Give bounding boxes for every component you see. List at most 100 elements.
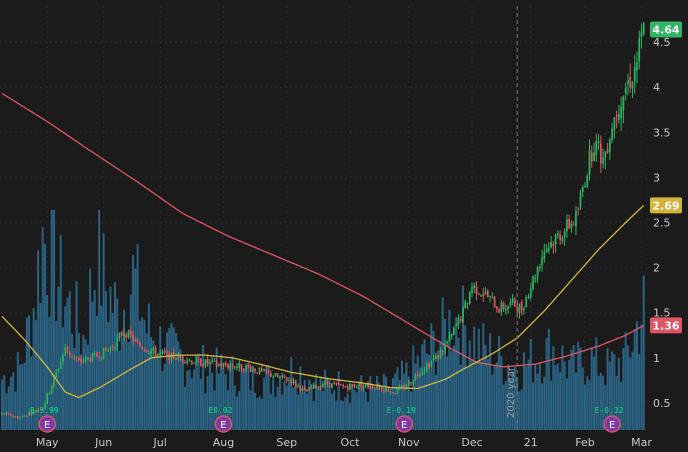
volume-bar — [441, 297, 444, 430]
volume-bar — [59, 234, 62, 430]
volume-bar — [242, 368, 245, 430]
volume-bar — [274, 396, 277, 430]
candle-body — [57, 368, 60, 372]
candle-body — [197, 358, 200, 360]
candle-body — [114, 347, 116, 349]
earnings-icon[interactable] — [214, 415, 233, 433]
volume-bar — [586, 376, 589, 430]
candle-body — [224, 362, 227, 366]
volume-bar — [638, 353, 641, 430]
candle-body — [439, 349, 442, 359]
candle-body — [96, 352, 98, 357]
candle-body — [636, 61, 638, 71]
volume-bar — [211, 373, 214, 430]
candle-body — [245, 364, 247, 372]
volume-bar — [401, 360, 403, 430]
candle-body — [209, 361, 211, 365]
candle-body — [157, 353, 159, 358]
candle-body — [624, 87, 627, 94]
volume-bar — [276, 386, 279, 430]
volume-bar — [373, 389, 376, 430]
volume-bar — [222, 368, 225, 430]
price-badge-slow — [650, 317, 682, 334]
candle-body — [39, 409, 42, 411]
candle-body — [177, 355, 180, 359]
candle-body — [254, 368, 256, 372]
volume-bar — [642, 275, 645, 430]
volume-bar — [37, 250, 40, 430]
candle-body — [577, 208, 580, 210]
volume-bar — [473, 326, 476, 430]
volume-bar — [299, 366, 302, 430]
candle-body — [401, 385, 403, 387]
volume-bar — [446, 356, 449, 430]
volume-bar — [617, 357, 620, 430]
volume-bar — [175, 333, 177, 430]
candle-body — [283, 375, 286, 378]
candle-body — [21, 415, 24, 418]
candle-body — [229, 365, 232, 369]
candle-body — [489, 295, 491, 297]
candle-body — [324, 381, 326, 385]
volume-bar — [482, 323, 485, 430]
volume-bar — [543, 376, 546, 430]
volume-bar — [575, 372, 577, 430]
candle-body — [466, 302, 469, 304]
volume-bar — [572, 345, 575, 430]
candle-body — [285, 377, 288, 381]
candle-body — [507, 305, 510, 310]
volume-bar — [346, 393, 349, 430]
volume-bar — [93, 289, 96, 430]
candle-body — [514, 299, 516, 307]
candle-body — [317, 386, 320, 388]
earnings-icon[interactable] — [395, 415, 413, 433]
volume-bar — [611, 351, 614, 430]
volume-bar — [466, 366, 469, 430]
volume-bar — [50, 210, 53, 430]
candle-body — [434, 355, 437, 359]
volume-bar — [156, 359, 159, 430]
volume-bar — [328, 380, 331, 430]
candle-body — [392, 392, 394, 394]
volume-bar — [615, 375, 618, 430]
volume-bar — [154, 355, 157, 430]
volume-bar — [538, 362, 541, 430]
volume-bar — [168, 328, 171, 430]
candle-body — [419, 374, 421, 376]
volume-bar — [163, 363, 166, 430]
candle-body — [220, 363, 223, 367]
candle-body — [595, 140, 598, 155]
candle-body — [297, 385, 299, 387]
candle-body — [256, 372, 259, 374]
volume-bar — [355, 392, 358, 430]
candle-body — [629, 76, 632, 88]
volume-bar — [297, 394, 299, 430]
candle-body — [195, 357, 198, 364]
candle-body — [319, 386, 322, 388]
volume-bar — [489, 333, 492, 430]
volume-bar — [68, 290, 71, 430]
candle-body — [102, 347, 105, 359]
candle-body — [290, 380, 293, 384]
volume-bar — [231, 356, 234, 430]
volume-bar — [335, 400, 338, 430]
candle-body — [48, 392, 51, 395]
earnings-icon[interactable] — [38, 415, 56, 433]
volume-bar — [303, 379, 306, 430]
x-tick-label: Aug — [213, 436, 234, 449]
earnings-icon[interactable] — [603, 415, 621, 433]
candle-body — [486, 290, 489, 298]
volume-bar — [188, 369, 191, 430]
volume-bar — [579, 347, 582, 430]
volume-bar — [206, 376, 209, 430]
candle-body — [590, 152, 593, 162]
candle-body — [30, 412, 33, 415]
volume-bar — [34, 320, 37, 430]
volume-bar — [254, 392, 257, 430]
candle-body — [188, 359, 191, 361]
volume-bar — [360, 375, 363, 430]
volume-bar — [563, 361, 566, 430]
candle-body — [333, 382, 336, 384]
volume-bar — [317, 386, 320, 430]
